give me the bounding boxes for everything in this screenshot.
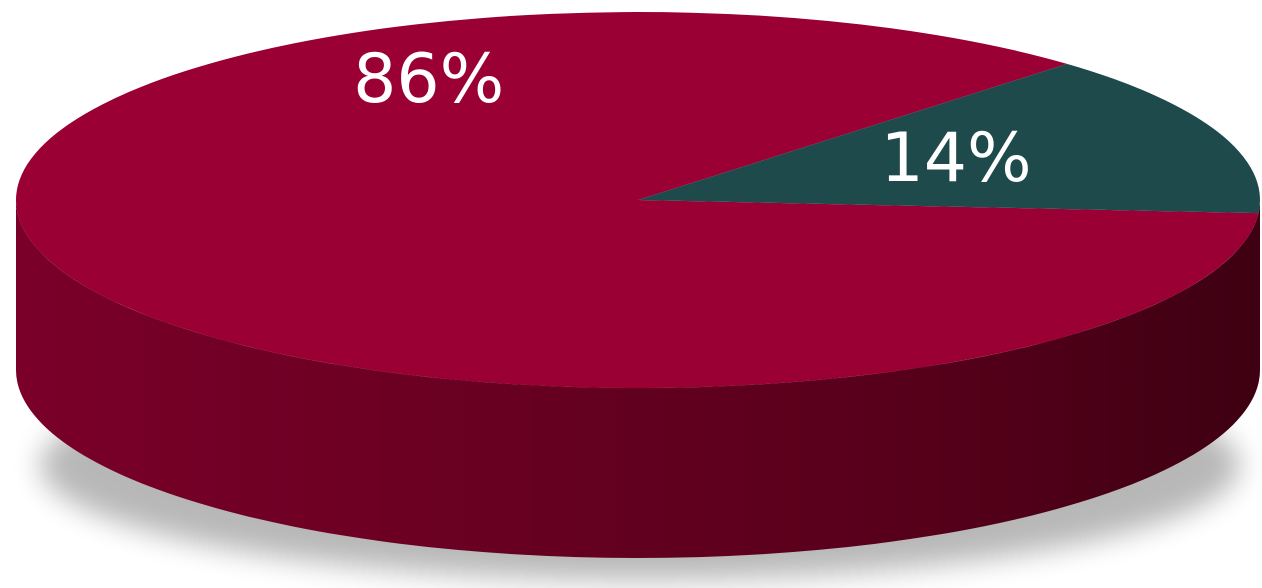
slice-label: 86% — [353, 40, 504, 119]
pie-slice — [15, 11, 1259, 389]
pie-side-wall — [16, 200, 1260, 558]
pie-side — [16, 200, 1260, 558]
slice-label: 14% — [881, 119, 1032, 198]
pie-top — [15, 11, 1260, 389]
pie-labels: 86% 14% — [353, 40, 1032, 198]
pie-slice — [638, 63, 1260, 214]
